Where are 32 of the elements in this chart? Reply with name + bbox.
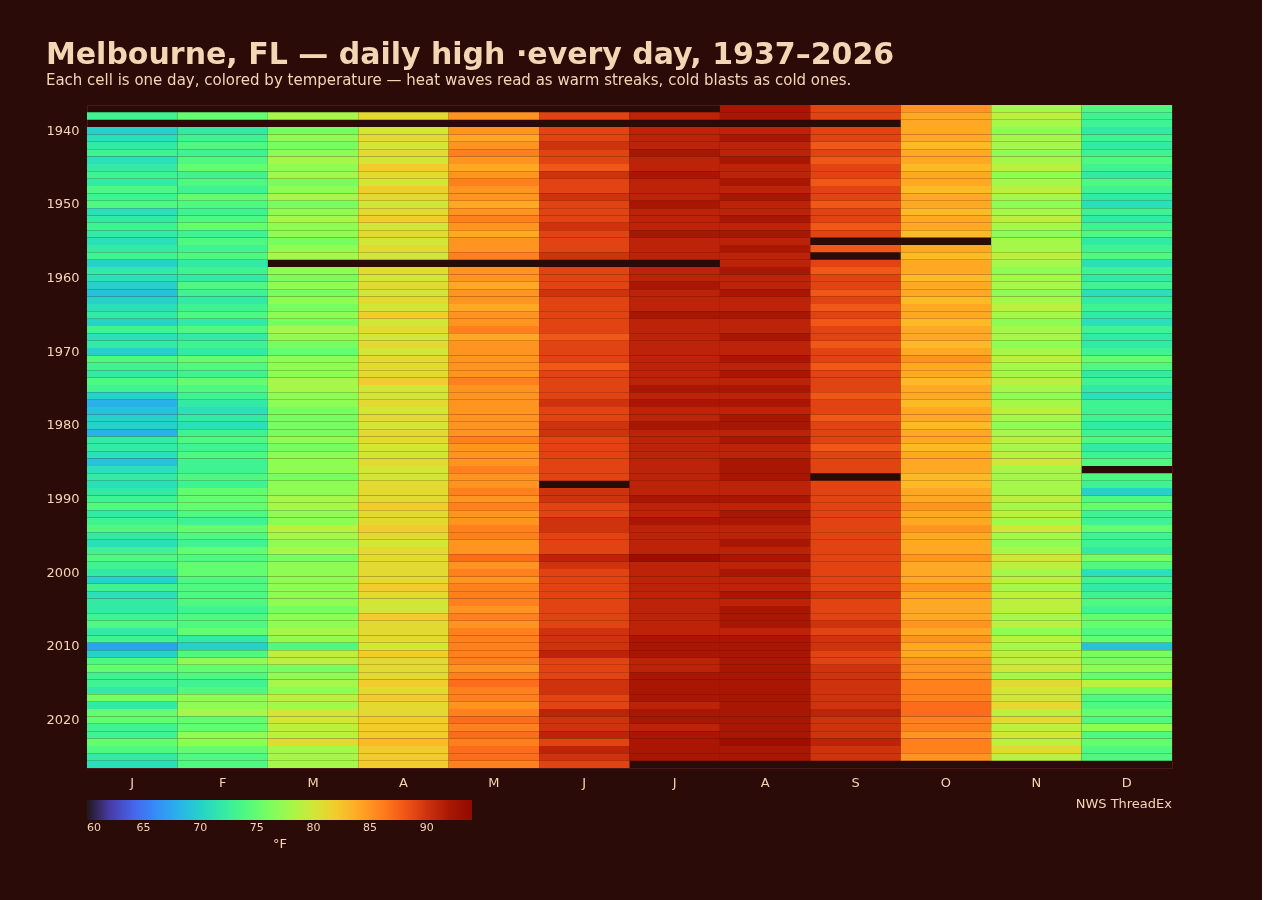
x-tick-label: A — [760, 774, 770, 790]
x-tick-label: M — [488, 774, 500, 790]
color-bar-label: 75 — [249, 821, 264, 834]
x-tick-label: J — [581, 774, 587, 790]
text: NWS ThreadEx — [1075, 796, 1173, 811]
color-bar-title: °F — [273, 836, 287, 851]
color-bar-label: 60 — [87, 821, 101, 834]
x-tick-label: F — [218, 774, 227, 790]
chart-subtitle: Each cell is one day, colored by temperature — heat waves read as warm streaks, cold blasts as cold ones. — [45, 71, 852, 90]
x-tick-label: A — [399, 774, 409, 790]
x-tick-label: M — [307, 774, 319, 790]
y-tick-label: 1990 — [46, 491, 80, 507]
color-bar-label: 85 — [363, 821, 378, 834]
y-tick-label: 2010 — [46, 638, 80, 654]
color-bar-label: 65 — [136, 821, 151, 834]
x-tick-label: S — [851, 774, 860, 790]
y-tick-label: 1970 — [46, 343, 80, 359]
x-tick-label: D — [1121, 774, 1132, 790]
x-tick-label: J — [129, 774, 135, 790]
color-bar-label: 90 — [419, 821, 434, 834]
y-tick-label: 2020 — [46, 712, 80, 728]
color-bar-label: 80 — [306, 821, 321, 834]
chart-title: Melbourne, FL — daily high ·every day, 1937–2026 — [45, 36, 895, 72]
color-bar-label: 70 — [193, 821, 208, 834]
y-tick-label: 1980 — [46, 417, 80, 433]
y-tick-label: 1950 — [46, 196, 80, 212]
x-tick-label: N — [1031, 774, 1042, 790]
y-tick-label: 1960 — [46, 270, 80, 286]
x-tick-label: O — [940, 774, 952, 790]
y-tick-label: 2000 — [46, 564, 80, 580]
y-tick-label: 1940 — [46, 122, 80, 138]
x-tick-label: J — [671, 774, 677, 790]
